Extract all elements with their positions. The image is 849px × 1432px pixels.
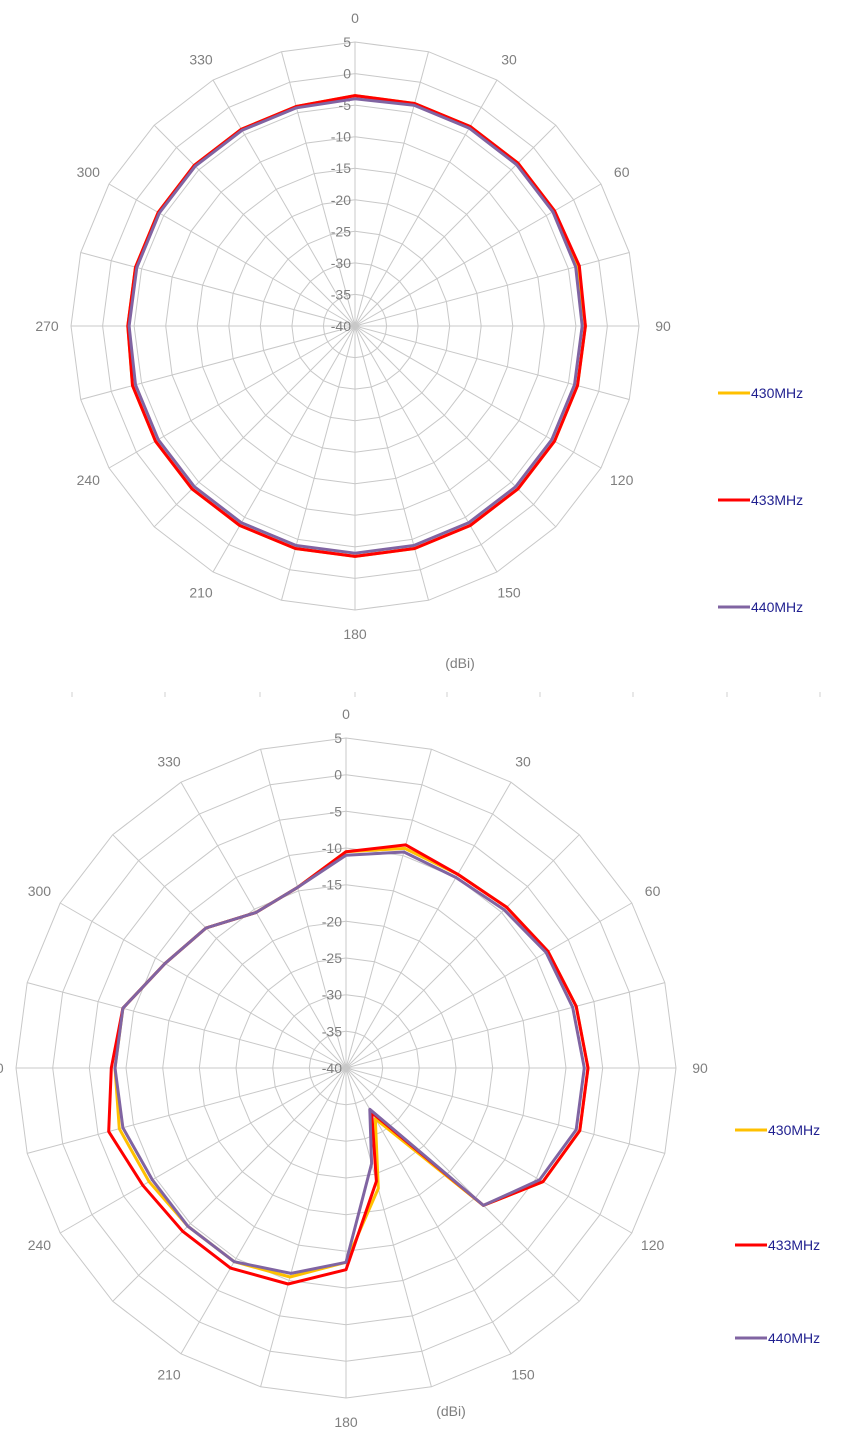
- radar-chart-bottom: 030609012015018021024027030033050-5-10-1…: [0, 706, 820, 1430]
- angle-tick-label: 90: [655, 318, 671, 334]
- grid-spoke: [345, 982, 665, 1069]
- grid-spoke: [260, 1067, 347, 1387]
- radial-tick-label: -40: [322, 1060, 342, 1076]
- radial-tick-label: -35: [331, 286, 351, 302]
- grid-spoke: [80, 252, 356, 327]
- grid-spoke: [108, 183, 356, 327]
- radial-tick-label: -40: [331, 318, 351, 334]
- radial-tick-label: -15: [331, 160, 351, 176]
- grid-spoke: [153, 124, 356, 327]
- grid-spoke: [281, 325, 356, 601]
- unit-label: (dBi): [445, 655, 475, 671]
- legend-entry: 430MHz: [768, 1122, 820, 1138]
- angle-tick-label: 180: [334, 1414, 358, 1430]
- grid-spoke: [345, 1067, 633, 1234]
- grid-spoke: [345, 834, 580, 1069]
- grid-spoke: [59, 1067, 347, 1234]
- angle-tick-label: 150: [497, 585, 521, 601]
- radial-tick-label: -20: [331, 192, 351, 208]
- angle-tick-label: 240: [28, 1237, 52, 1253]
- grid-spoke: [345, 1067, 580, 1302]
- angle-tick-label: 30: [515, 753, 531, 769]
- angle-tick-label: 150: [511, 1367, 535, 1383]
- angle-tick-label: 90: [692, 1060, 708, 1076]
- angle-tick-label: 120: [610, 472, 634, 488]
- angle-tick-label: 210: [157, 1367, 181, 1383]
- angle-tick-label: 240: [77, 472, 101, 488]
- radial-tick-label: 0: [334, 767, 342, 783]
- radial-tick-label: -30: [331, 255, 351, 271]
- grid-spoke: [212, 79, 356, 327]
- legend-entry: 440MHz: [751, 599, 803, 615]
- radial-tick-label: 5: [334, 730, 342, 746]
- grid-spoke: [354, 325, 602, 469]
- grid-spoke: [281, 51, 356, 327]
- radial-tick-label: -20: [322, 913, 342, 929]
- grid-spoke: [354, 79, 498, 327]
- angle-tick-label: 210: [189, 585, 213, 601]
- radial-tick-label: -10: [322, 840, 342, 856]
- legend-entry: 433MHz: [751, 492, 803, 508]
- angle-tick-label: 330: [189, 51, 213, 67]
- unit-label: (dBi): [436, 1403, 466, 1419]
- legend-entry: 440MHz: [768, 1330, 820, 1346]
- radial-tick-label: -25: [331, 223, 351, 239]
- angle-tick-label: 300: [77, 164, 101, 180]
- grid-spoke: [345, 749, 432, 1069]
- angle-tick-label: 330: [157, 753, 181, 769]
- radial-tick-label: -30: [322, 987, 342, 1003]
- grid-spoke: [354, 252, 630, 327]
- grid-spokes: [16, 738, 676, 1398]
- radial-tick-label: -5: [330, 803, 343, 819]
- grid-spoke: [108, 325, 356, 469]
- grid-spoke: [59, 902, 347, 1069]
- grid-spoke: [80, 325, 356, 400]
- radial-tick-label: 5: [343, 34, 351, 50]
- grid-spoke: [354, 183, 602, 327]
- angle-tick-label: 270: [35, 318, 59, 334]
- grid-spoke: [345, 1067, 432, 1387]
- grid-spoke: [212, 325, 356, 573]
- radial-tick-label: 0: [343, 66, 351, 82]
- angle-tick-label: 30: [501, 51, 517, 67]
- angle-tick-label: 60: [645, 883, 661, 899]
- grid-spoke: [354, 325, 557, 528]
- series-line-440mhz: [113, 850, 586, 1275]
- grid-spoke: [112, 1067, 347, 1302]
- radial-tick-label: -35: [322, 1023, 342, 1039]
- grid-spoke: [260, 749, 347, 1069]
- grid-spoke: [27, 1067, 347, 1154]
- grid-spoke: [180, 781, 347, 1069]
- grid-spoke: [345, 902, 633, 1069]
- separator-ticks: [71, 692, 821, 697]
- angle-tick-label: 300: [28, 883, 52, 899]
- grid-spoke: [354, 51, 429, 327]
- series-line-440mhz: [127, 97, 584, 555]
- grid-spoke: [112, 834, 347, 1069]
- grid-spoke: [345, 1067, 665, 1154]
- grid-spoke: [354, 325, 429, 601]
- grid-spokes: [71, 42, 639, 610]
- grid-spoke: [354, 124, 557, 327]
- grid-spoke: [354, 325, 498, 573]
- grid-spoke: [354, 325, 630, 400]
- angle-tick-label: 180: [343, 626, 367, 642]
- legend-entry: 433MHz: [768, 1237, 820, 1253]
- radial-tick-label: -10: [331, 129, 351, 145]
- angle-tick-label: 0: [342, 706, 350, 722]
- grid-spoke: [153, 325, 356, 528]
- grid-spoke: [180, 1067, 347, 1355]
- angle-tick-label: 120: [641, 1237, 665, 1253]
- radial-tick-label: -25: [322, 950, 342, 966]
- grid-spoke: [27, 982, 347, 1069]
- radar-chart-top: 030609012015018021024027030033050-5-10-1…: [35, 10, 803, 671]
- grid-spoke: [345, 781, 512, 1069]
- legend-entry: 430MHz: [751, 385, 803, 401]
- angle-tick-label: 60: [614, 164, 630, 180]
- angle-tick-label: 0: [351, 10, 359, 26]
- radial-tick-label: -15: [322, 877, 342, 893]
- angle-tick-label: 270: [0, 1060, 4, 1076]
